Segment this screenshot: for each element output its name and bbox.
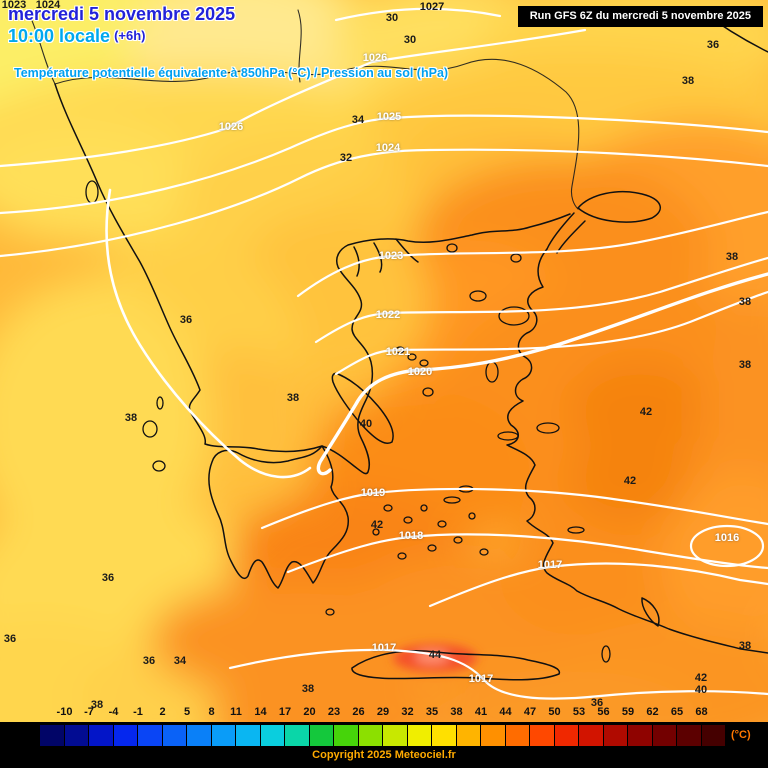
colorbar-cell: [138, 725, 162, 746]
isobars: [0, 7, 768, 700]
colorbar-cell: [334, 725, 358, 746]
colorbar-tick: 17: [278, 706, 292, 718]
colorbar-cell: [652, 725, 676, 746]
colorbar-tick: 20: [303, 706, 316, 718]
colorbar-tick: -1: [133, 706, 143, 718]
colorbar-cell: [383, 725, 407, 746]
colorbar-tick: 62: [646, 706, 659, 718]
forecast-offset: (+6h): [114, 28, 146, 43]
colorbar-tick: 8: [208, 706, 215, 718]
colorbar-cell: [40, 725, 64, 746]
colorbar-cell: [358, 725, 382, 746]
colorbar-tick: 2: [159, 706, 166, 718]
colorbar-tick: 44: [499, 706, 512, 718]
colorbar-tick: 68: [695, 706, 708, 718]
colorbar-cell: [701, 725, 725, 746]
colorbar-tick: 47: [523, 706, 537, 718]
colorbar-tick: 23: [327, 706, 341, 718]
theta-e-warm-core: [393, 644, 477, 672]
copyright-text: Copyright 2025 Meteociel.fr: [312, 749, 456, 761]
colorbar-cell: [505, 725, 529, 746]
temperature-colorbar: [40, 725, 725, 746]
colorbar-tick: -10: [56, 706, 73, 718]
colorbar-tick: 53: [572, 706, 586, 718]
colorbar-cell: [64, 725, 88, 746]
colorbar-tick: 35: [425, 706, 439, 718]
colorbar-cell: [677, 725, 701, 746]
colorbar-cell: [407, 725, 431, 746]
islands: [85, 180, 611, 663]
colorbar-tick: 32: [401, 706, 414, 718]
time-label: 10:00 locale: [8, 26, 111, 46]
colorbar-cell: [309, 725, 333, 746]
colorbar-tick: -7: [84, 706, 94, 718]
colorbar-cell: [89, 725, 113, 746]
colorbar-cell: [603, 725, 627, 746]
colorbar-cell: [579, 725, 603, 746]
map-subtitle: Température potentielle équivalente à 85…: [14, 66, 449, 80]
colorbar-tick: 26: [352, 706, 365, 718]
colorbar-unit: (°C): [731, 729, 751, 741]
country-borders: [29, 9, 580, 210]
date-title: mercredi 5 novembre 2025: [8, 4, 236, 24]
colorbar-cell: [456, 725, 480, 746]
model-run-info: Run GFS 6Z du mercredi 5 novembre 2025: [517, 6, 763, 27]
colorbar-tick: 50: [548, 706, 561, 718]
colorbar-tick: 5: [183, 706, 191, 718]
colorbar-cell: [260, 725, 284, 746]
colorbar-cell: [187, 725, 211, 746]
colorbar-cell: [628, 725, 652, 746]
colorbar-tick: 56: [597, 706, 610, 718]
colorbar-cell: [530, 725, 554, 746]
colorbar-tick: 41: [474, 706, 488, 718]
colorbar-tick: 29: [376, 706, 390, 718]
colorbar-cell: [162, 725, 186, 746]
colorbar-tick: 14: [254, 706, 267, 718]
colorbar-tick: 11: [230, 706, 242, 718]
colorbar-cell: [481, 725, 505, 746]
colorbar-cell: [432, 725, 456, 746]
colorbar-tick: 59: [621, 706, 635, 718]
colorbar-tick: 38: [450, 706, 463, 718]
colorbar-cell: [211, 725, 235, 746]
colorbar-cell: [554, 725, 578, 746]
colorbar-tick: 65: [670, 706, 684, 718]
colorbar-cell: [285, 725, 309, 746]
colorbar-tick: -4: [108, 706, 119, 718]
colorbar-cell: [113, 725, 137, 746]
colorbar-cell: [236, 725, 260, 746]
time-title: 10:00 locale (+6h): [8, 26, 146, 48]
bottom-bar: (°C) Copyright 2025 Meteociel.fr: [0, 722, 768, 768]
